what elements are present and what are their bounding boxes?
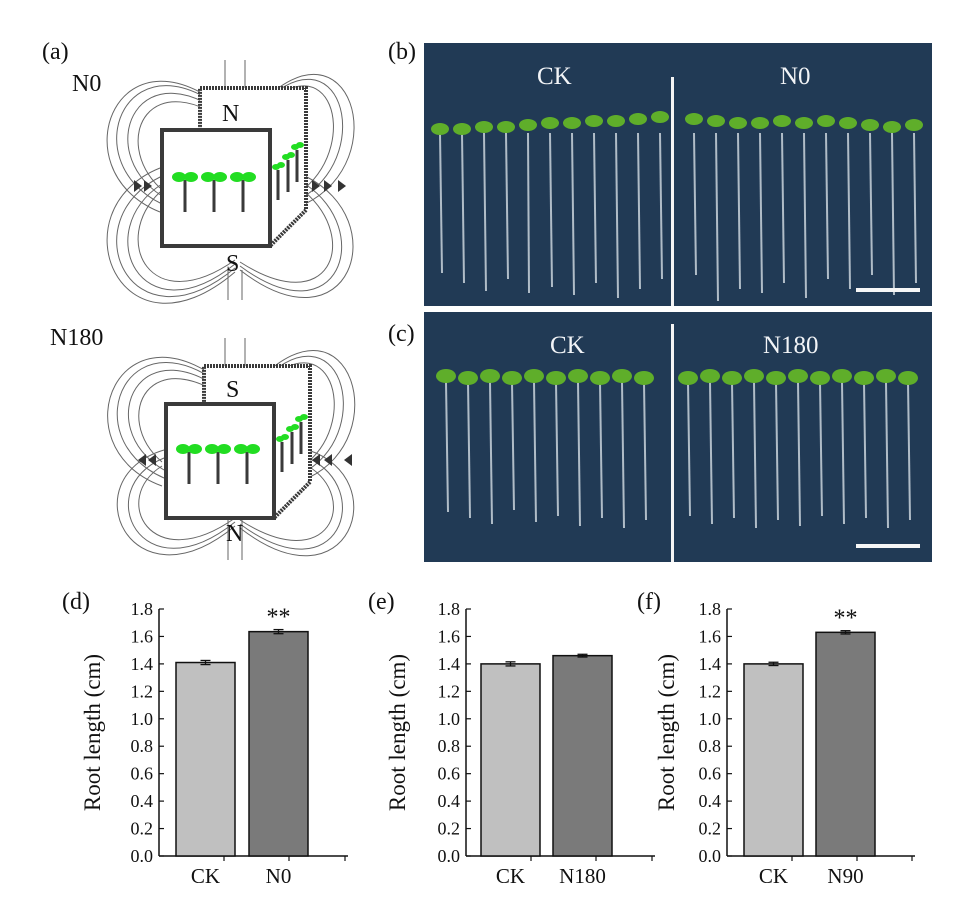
photo-b-left-label: CK bbox=[537, 63, 572, 90]
photo-b-divider bbox=[671, 77, 674, 306]
y-tick-label: 1.8 bbox=[438, 599, 461, 619]
y-axis-label: Root length (cm) bbox=[654, 654, 679, 811]
bar-n180 bbox=[552, 654, 613, 857]
y-tick-label: 0.8 bbox=[699, 736, 722, 756]
bar-n90 bbox=[815, 631, 876, 857]
x-category-label: N0 bbox=[266, 864, 292, 888]
photo-b-scale-bar bbox=[856, 288, 920, 292]
y-tick-label: 1.4 bbox=[131, 654, 154, 674]
x-category-label: N90 bbox=[827, 864, 863, 888]
y-tick-label: 1.0 bbox=[438, 709, 461, 729]
y-axis-label: Root length (cm) bbox=[385, 654, 410, 811]
y-tick-label: 0.2 bbox=[438, 819, 461, 839]
schematic-bottom-title: N180 bbox=[50, 325, 104, 351]
y-tick-label: 1.8 bbox=[131, 599, 154, 619]
y-tick-label: 0.4 bbox=[699, 791, 722, 811]
panel-label-c: (c) bbox=[388, 321, 415, 347]
y-tick-label: 1.6 bbox=[131, 626, 154, 646]
panel-label-f: (f) bbox=[637, 589, 661, 615]
y-tick-label: 0.4 bbox=[438, 791, 461, 811]
significance-label: ** bbox=[267, 605, 291, 631]
y-axis-label: Root length (cm) bbox=[80, 654, 105, 811]
seedling-photo-c: CK N180 bbox=[424, 312, 932, 562]
x-category-label: N180 bbox=[559, 864, 606, 888]
bar-ck bbox=[480, 663, 541, 857]
significance-label: ** bbox=[834, 606, 858, 632]
panel-label-d: (d) bbox=[62, 589, 90, 615]
bar-n0 bbox=[248, 630, 309, 857]
photo-c-left-label: CK bbox=[550, 332, 585, 359]
y-tick-label: 1.0 bbox=[699, 709, 722, 729]
y-tick-label: 0.6 bbox=[131, 764, 154, 784]
y-tick-label: 1.4 bbox=[699, 654, 722, 674]
bar-ck bbox=[743, 663, 804, 857]
x-category-label: CK bbox=[759, 864, 788, 888]
y-tick-label: 1.4 bbox=[438, 654, 461, 674]
panel-label-e: (e) bbox=[368, 589, 395, 615]
y-tick-label: 0.8 bbox=[131, 736, 154, 756]
y-tick-label: 0.8 bbox=[438, 736, 461, 756]
schematic-top-title: N0 bbox=[72, 71, 102, 97]
x-category-label: CK bbox=[191, 864, 220, 888]
y-tick-label: 0.6 bbox=[438, 764, 461, 784]
y-tick-label: 1.2 bbox=[438, 681, 461, 701]
photo-c-right-label: N180 bbox=[763, 332, 819, 359]
x-category-label: CK bbox=[496, 864, 525, 888]
y-tick-label: 0.2 bbox=[131, 819, 154, 839]
seedling-photo-b: CK N0 bbox=[424, 43, 932, 306]
y-tick-label: 1.2 bbox=[699, 681, 722, 701]
y-tick-label: 1.6 bbox=[438, 626, 461, 646]
pole-label-top-s: S bbox=[226, 251, 240, 277]
photo-b-seedlings bbox=[431, 111, 923, 302]
panel-label-a: (a) bbox=[42, 39, 69, 65]
y-tick-label: 0.0 bbox=[699, 846, 722, 866]
y-tick-label: 0.6 bbox=[699, 764, 722, 784]
y-tick-label: 1.6 bbox=[699, 626, 722, 646]
bar-ck bbox=[175, 661, 236, 857]
photo-b-right-label: N0 bbox=[780, 63, 811, 90]
y-tick-label: 0.0 bbox=[438, 846, 461, 866]
y-tick-label: 1.2 bbox=[131, 681, 154, 701]
y-tick-label: 0.2 bbox=[699, 819, 722, 839]
photo-c-divider bbox=[671, 324, 674, 562]
y-tick-label: 1.8 bbox=[699, 599, 722, 619]
y-tick-label: 1.0 bbox=[131, 709, 154, 729]
photo-c-seedlings bbox=[436, 369, 918, 529]
pole-label-bottom-s: S bbox=[226, 377, 240, 403]
panel-label-b: (b) bbox=[388, 39, 416, 65]
photo-c-scale-bar bbox=[856, 544, 920, 548]
pole-label-bottom-n: N bbox=[226, 521, 244, 547]
y-tick-label: 0.4 bbox=[131, 791, 154, 811]
y-tick-label: 0.0 bbox=[131, 846, 154, 866]
pole-label-top-n: N bbox=[222, 101, 240, 127]
